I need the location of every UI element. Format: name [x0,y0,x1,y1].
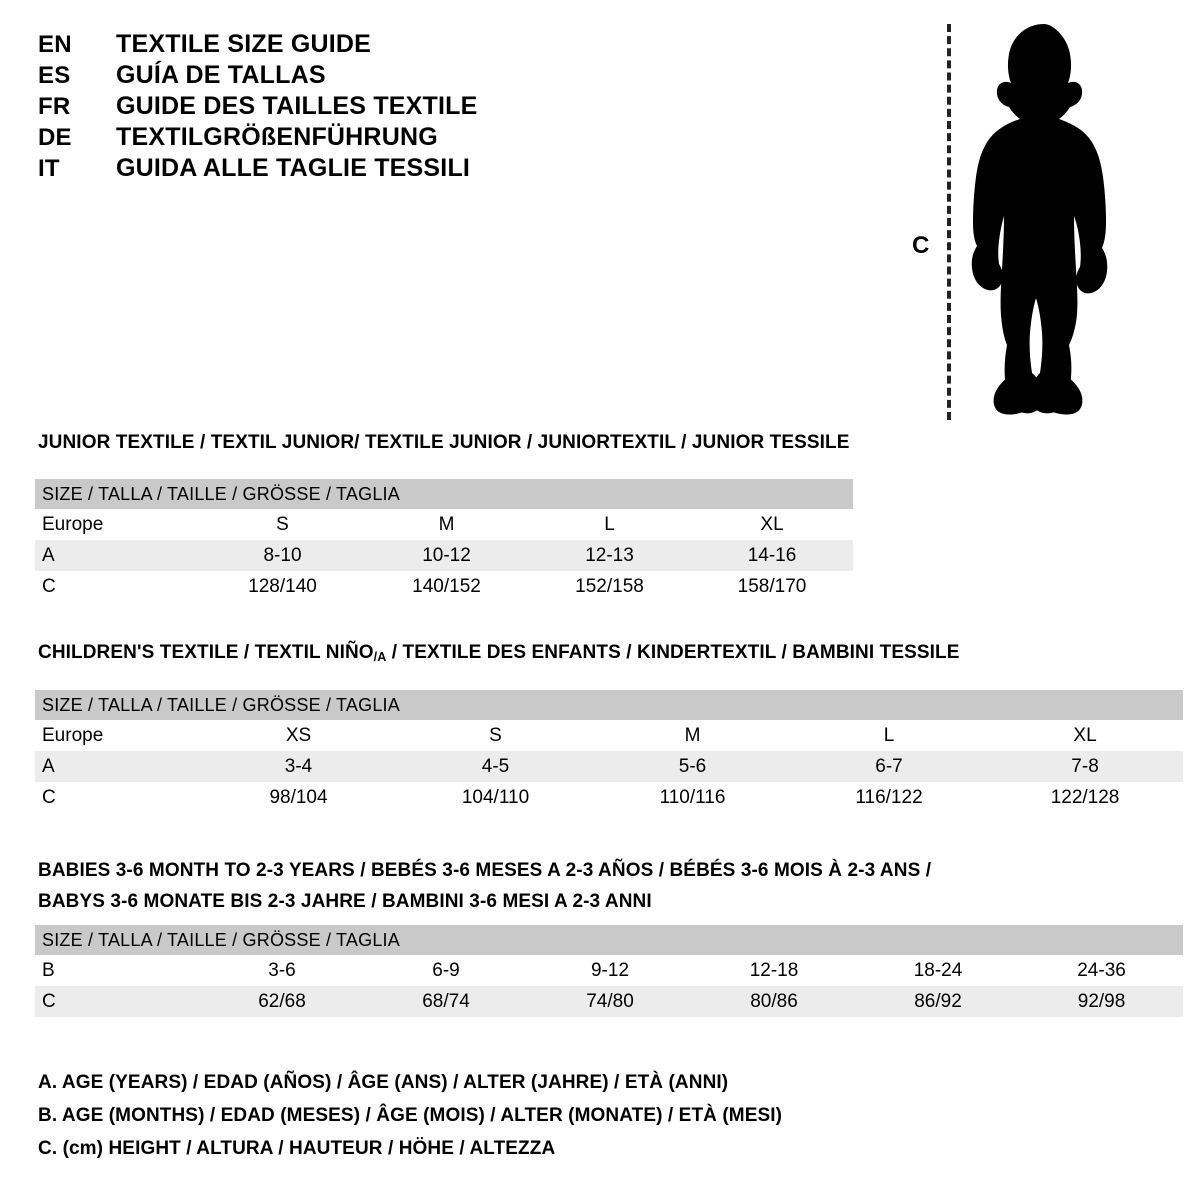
junior-col-l: L [528,509,691,540]
table-row: A 3-4 4-5 5-6 6-7 7-8 [35,751,1184,782]
language-title-es: GUÍA DE TALLAS [116,61,326,89]
children-col-m: M [594,720,791,751]
language-code-es: ES [38,62,71,89]
children-size-table: SIZE / TALLA / TAILLE / GRÖSSE / TAGLIA … [35,690,1184,813]
language-header-block: EN TEXTILE SIZE GUIDE ES GUÍA DE TALLAS … [38,30,658,185]
babies-row-c-c5: 86/92 [856,986,1020,1017]
junior-header-row: Europe S M L XL [35,509,854,540]
babies-row-b-label: B [35,955,200,986]
babies-row-c-label: C [35,986,200,1017]
children-title-subscript: /A [373,649,387,664]
children-row-a-label: A [35,751,200,782]
legend-block: A. AGE (YEARS) / EDAD (AÑOS) / ÂGE (ANS)… [38,1066,938,1165]
table-row: A 8-10 10-12 12-13 14-16 [35,540,854,571]
babies-row-b-c6: 24-36 [1020,955,1184,986]
junior-table-band-row: SIZE / TALLA / TAILLE / GRÖSSE / TAGLIA [35,479,854,509]
children-row-c-m: 110/116 [594,782,791,813]
children-band-label: SIZE / TALLA / TAILLE / GRÖSSE / TAGLIA [35,690,1184,720]
children-header-row: Europe XS S M L XL [35,720,1184,751]
children-row-c-xl: 122/128 [987,782,1184,813]
language-code-de: DE [38,124,72,151]
junior-size-table: SIZE / TALLA / TAILLE / GRÖSSE / TAGLIA … [35,479,854,602]
babies-row-b-c5: 18-24 [856,955,1020,986]
junior-row-a-m: 10-12 [365,540,528,571]
children-row-a-xl: 7-8 [987,751,1184,782]
children-title-post: / TEXTILE DES ENFANTS / KINDERTEXTIL / B… [386,642,960,663]
children-col-s: S [397,720,594,751]
height-dashed-line [947,24,951,420]
language-title-fr: GUIDE DES TAILLES TEXTILE [116,92,478,120]
babies-row-c-c3: 74/80 [528,986,692,1017]
language-row-it: IT GUIDA ALLE TAGLIE TESSILI [38,154,658,185]
language-row-fr: FR GUIDE DES TAILLES TEXTILE [38,92,658,123]
babies-row-b-c3: 9-12 [528,955,692,986]
language-title-en: TEXTILE SIZE GUIDE [116,30,372,58]
table-row: C 128/140 140/152 152/158 158/170 [35,571,854,602]
children-row-a-s: 4-5 [397,751,594,782]
table-row: C 62/68 68/74 74/80 80/86 86/92 92/98 [35,986,1184,1017]
children-row-c-s: 104/110 [397,782,594,813]
language-title-it: GUIDA ALLE TAGLIE TESSILI [116,154,471,182]
babies-row-b-c4: 12-18 [692,955,856,986]
junior-row-a-l: 12-13 [528,540,691,571]
junior-row-c-label: C [35,571,200,602]
children-table-band-row: SIZE / TALLA / TAILLE / GRÖSSE / TAGLIA [35,690,1184,720]
junior-col-xl: XL [691,509,854,540]
height-measurement-figure: C [890,14,1140,424]
junior-col-europe: Europe [35,509,200,540]
children-row-c-xs: 98/104 [200,782,397,813]
junior-row-c-l: 152/158 [528,571,691,602]
babies-row-c-c2: 68/74 [364,986,528,1017]
junior-col-m: M [365,509,528,540]
junior-row-a-xl: 14-16 [691,540,854,571]
babies-title-line2: BABYS 3-6 MONATE BIS 2-3 JAHRE / BAMBINI… [38,891,652,912]
babies-size-table: SIZE / TALLA / TAILLE / GRÖSSE / TAGLIA … [35,925,1184,1017]
legend-line-a: A. AGE (YEARS) / EDAD (AÑOS) / ÂGE (ANS)… [38,1072,729,1093]
children-title-pre: CHILDREN'S TEXTILE / TEXTIL NIÑO [38,642,374,663]
junior-row-c-xl: 158/170 [691,571,854,602]
language-row-es: ES GUÍA DE TALLAS [38,61,658,92]
junior-band-label: SIZE / TALLA / TAILLE / GRÖSSE / TAGLIA [35,479,854,509]
section-title-junior: JUNIOR TEXTILE / TEXTIL JUNIOR/ TEXTILE … [38,432,850,453]
legend-line-c: C. (cm) HEIGHT / ALTURA / HAUTEUR / HÖHE… [38,1138,556,1159]
babies-row-c-c1: 62/68 [200,986,364,1017]
child-silhouette-icon [971,24,1108,415]
language-row-de: DE TEXTILGRÖßENFÜHRUNG [38,123,658,154]
babies-table-band-row: SIZE / TALLA / TAILLE / GRÖSSE / TAGLIA [35,925,1184,955]
babies-row-b-c1: 3-6 [200,955,364,986]
children-col-l: L [791,720,987,751]
babies-title-line1: BABIES 3-6 MONTH TO 2-3 YEARS / BEBÉS 3-… [38,860,932,881]
table-row: B 3-6 6-9 9-12 12-18 18-24 24-36 [35,955,1184,986]
language-code-fr: FR [38,93,71,120]
children-row-a-xs: 3-4 [200,751,397,782]
children-col-xl: XL [987,720,1184,751]
babies-row-c-c6: 92/98 [1020,986,1184,1017]
junior-row-c-m: 140/152 [365,571,528,602]
junior-row-a-label: A [35,540,200,571]
children-col-europe: Europe [35,720,200,751]
junior-row-c-s: 128/140 [200,571,365,602]
junior-col-s: S [200,509,365,540]
section-title-children: CHILDREN'S TEXTILE / TEXTIL NIÑO/A / TEX… [38,642,960,664]
legend-line-b: B. AGE (MONTHS) / EDAD (MESES) / ÂGE (MO… [38,1105,783,1126]
children-row-c-label: C [35,782,200,813]
children-col-xs: XS [200,720,397,751]
language-code-it: IT [38,155,60,182]
language-title-de: TEXTILGRÖßENFÜHRUNG [116,123,438,151]
children-row-c-l: 116/122 [791,782,987,813]
babies-band-label: SIZE / TALLA / TAILLE / GRÖSSE / TAGLIA [35,925,1184,955]
junior-row-a-s: 8-10 [200,540,365,571]
children-row-a-l: 6-7 [791,751,987,782]
babies-row-c-c4: 80/86 [692,986,856,1017]
children-row-a-m: 5-6 [594,751,791,782]
language-code-en: EN [38,31,72,58]
height-measure-label: C [912,232,930,259]
language-row-en: EN TEXTILE SIZE GUIDE [38,30,658,61]
section-title-babies: BABIES 3-6 MONTH TO 2-3 YEARS / BEBÉS 3-… [38,855,1038,917]
table-row: C 98/104 104/110 110/116 116/122 122/128 [35,782,1184,813]
babies-row-b-c2: 6-9 [364,955,528,986]
